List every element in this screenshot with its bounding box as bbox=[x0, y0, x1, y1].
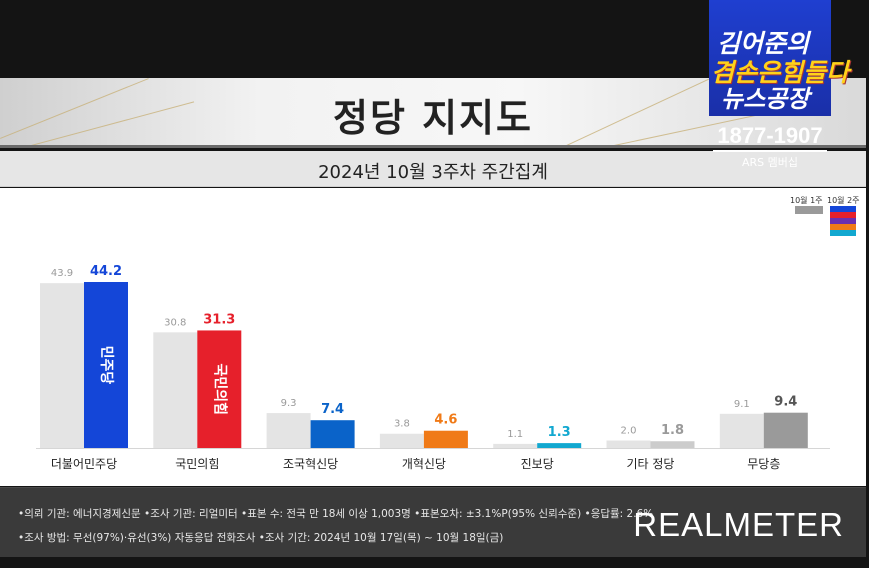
value-label-current-5: 1.8 bbox=[661, 423, 684, 438]
category-label-3: 개혁신당 bbox=[402, 457, 446, 471]
ars-phone-number: 1877-1907 bbox=[717, 123, 823, 148]
value-label-previous-1: 30.8 bbox=[164, 317, 186, 328]
value-label-previous-4: 1.1 bbox=[507, 429, 523, 440]
bar-current-0 bbox=[84, 282, 128, 448]
value-label-current-1: 31.3 bbox=[203, 312, 235, 327]
category-label-0: 더불어민주당 bbox=[51, 457, 117, 471]
survey-info-line-1: •의뢰 기관: 에너지경제신문 •조사 기관: 리얼미터 •표본 수: 전국 만… bbox=[18, 508, 654, 520]
legend-label-previous: 10월 1주 bbox=[790, 196, 823, 205]
bar-previous-1 bbox=[153, 332, 198, 448]
page-title: 정당 지지도 bbox=[332, 96, 534, 140]
show-logo-line-3: 뉴스공장 bbox=[721, 85, 810, 113]
value-label-previous-3: 3.8 bbox=[394, 419, 410, 430]
page-subtitle: 2024년 10월 3주차 주간집계 bbox=[318, 162, 548, 183]
legend-swatch-current-red bbox=[830, 212, 856, 218]
show-logo-line-2: 겸손은힘들다 bbox=[711, 58, 850, 87]
category-label-4: 진보당 bbox=[521, 457, 554, 471]
ars-membership-label: ARS 멤버십 bbox=[741, 156, 798, 169]
category-label-6: 무당층 bbox=[747, 457, 780, 471]
value-label-previous-5: 2.0 bbox=[621, 425, 637, 436]
bar-current-1 bbox=[197, 330, 242, 448]
bar-previous-3 bbox=[379, 433, 424, 448]
show-logo-line-1: 김어준의 bbox=[717, 29, 810, 58]
value-label-previous-6: 9.1 bbox=[734, 399, 750, 410]
realmeter-logo: REALMETER bbox=[633, 506, 844, 543]
survey-info-footer: •의뢰 기관: 에너지경제신문 •조사 기관: 리얼미터 •표본 수: 전국 만… bbox=[0, 487, 866, 557]
show-logo: 김어준의 겸손은힘들다 뉴스공장 bbox=[709, 0, 849, 116]
bar-current-2 bbox=[310, 420, 355, 448]
bar-previous-6 bbox=[719, 413, 764, 448]
phone-underline bbox=[713, 150, 827, 152]
value-label-previous-0: 43.9 bbox=[51, 268, 73, 279]
value-label-current-0: 44.2 bbox=[90, 264, 122, 279]
bar-current-5 bbox=[650, 441, 695, 448]
bar-chart: 43.9 44.2 더불어민주당 30.8 31.3 국민의힘 9.3 7.4 조국혁신당 3.8… bbox=[36, 264, 830, 471]
survey-info-line-2: •조사 방법: 무선(97%)·유선(3%) 자동응답 전화조사 •조사 기간:… bbox=[18, 532, 504, 544]
bar-party-text-1: 국민의힘 bbox=[211, 363, 228, 415]
category-label-2: 조국혁신당 bbox=[283, 457, 338, 471]
legend-swatch-current-blue bbox=[830, 206, 856, 212]
legend-swatch-current-orange bbox=[830, 224, 856, 230]
bar-party-text-0: 민주당 bbox=[98, 346, 115, 385]
category-label-5: 기타 정당 bbox=[627, 457, 675, 471]
value-label-current-6: 9.4 bbox=[774, 395, 797, 410]
legend-swatch-current-purple bbox=[830, 218, 856, 224]
value-label-previous-2: 9.3 bbox=[281, 398, 297, 409]
bar-previous-0 bbox=[40, 283, 84, 448]
legend-label-current: 10월 2주 bbox=[827, 196, 860, 205]
bar-previous-5 bbox=[606, 440, 651, 448]
value-label-current-3: 4.6 bbox=[434, 413, 457, 428]
legend-swatch-current-cyan bbox=[830, 230, 856, 236]
bar-current-4 bbox=[537, 443, 582, 448]
bar-current-3 bbox=[423, 430, 468, 448]
value-label-current-4: 1.3 bbox=[548, 425, 571, 440]
bar-previous-4 bbox=[493, 443, 538, 448]
category-label-1: 국민의힘 bbox=[175, 457, 219, 471]
legend-swatch-previous bbox=[795, 206, 823, 214]
bar-current-6 bbox=[763, 412, 808, 448]
bar-previous-2 bbox=[266, 413, 311, 448]
subtitle-band: 2024년 10월 3주차 주간집계 bbox=[0, 151, 866, 187]
value-label-current-2: 7.4 bbox=[321, 402, 344, 417]
chart-area: 43.9 44.2 더불어민주당 30.8 31.3 국민의힘 9.3 7.4 조국혁신당 3.8… bbox=[0, 188, 866, 486]
